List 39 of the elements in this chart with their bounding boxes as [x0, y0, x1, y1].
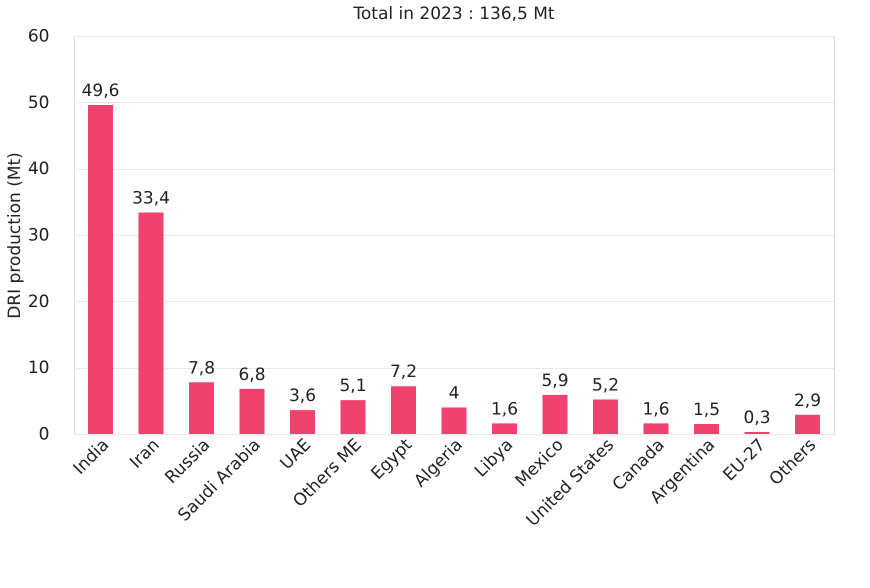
- bar: [391, 386, 416, 434]
- y-tick-label: 10: [28, 358, 50, 378]
- data-label: 1,6: [642, 399, 670, 420]
- bar: [694, 424, 719, 434]
- y-tick-label: 60: [28, 26, 50, 46]
- data-label: 5,9: [541, 370, 569, 391]
- data-label: 7,2: [390, 362, 418, 382]
- chart-title: Total in 2023 : 136,5 Mt: [352, 4, 555, 24]
- data-label: 5,1: [339, 376, 367, 396]
- bar: [542, 394, 568, 434]
- bar: [138, 212, 164, 434]
- data-label: 1,5: [692, 400, 720, 420]
- bar: [240, 388, 265, 434]
- y-axis-title: DRI production (Mt): [4, 152, 25, 319]
- bar: [88, 104, 114, 434]
- bar: [442, 407, 466, 434]
- y-tick-label: 0: [38, 424, 50, 444]
- data-label: 49,6: [82, 80, 120, 101]
- bar: [492, 423, 517, 434]
- data-label: 4: [448, 383, 460, 404]
- bar: [592, 400, 618, 434]
- y-tick-label: 30: [28, 226, 50, 246]
- y-tick-label: 20: [28, 292, 50, 312]
- data-label: 6,8: [238, 364, 266, 385]
- data-label: 2,9: [794, 390, 822, 411]
- data-label: 1,6: [490, 399, 518, 420]
- bar: [340, 400, 366, 434]
- y-tick-label: 40: [28, 159, 50, 180]
- bar: [643, 423, 668, 434]
- data-label: 33,4: [132, 188, 170, 208]
- data-label: 3,6: [288, 386, 316, 406]
- bar: [290, 410, 316, 434]
- bar: [189, 382, 214, 434]
- data-label: 7,8: [188, 358, 216, 378]
- y-tick-label: 50: [28, 92, 50, 113]
- data-label: 5,2: [592, 376, 620, 396]
- x-tick-label: Iran: [126, 435, 164, 473]
- data-label: 0,3: [743, 408, 771, 428]
- bar: [794, 414, 820, 434]
